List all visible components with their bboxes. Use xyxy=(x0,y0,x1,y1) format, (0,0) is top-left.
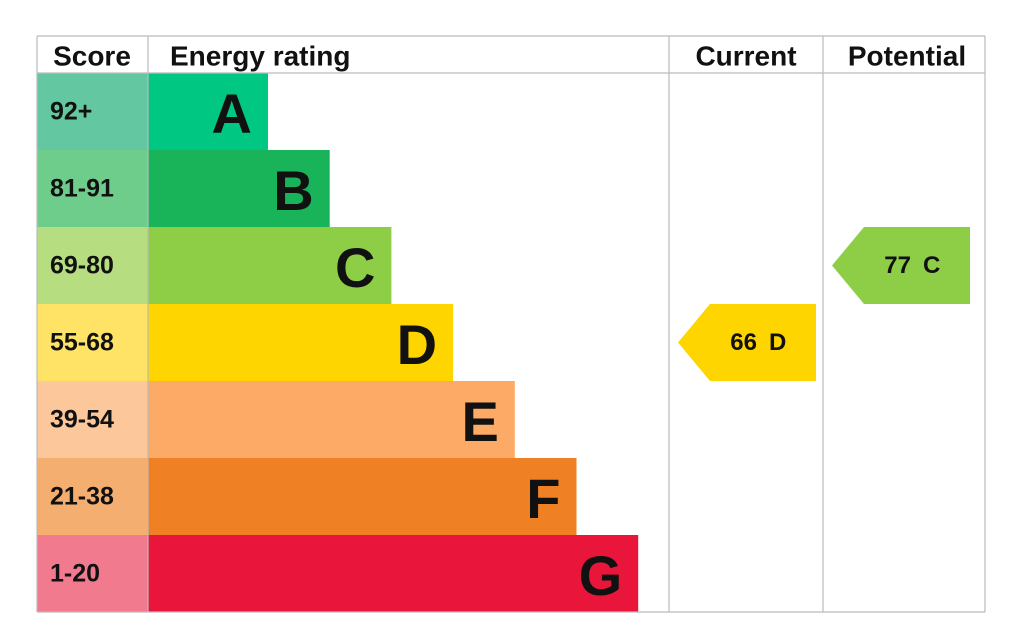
score-cell xyxy=(37,535,148,612)
rating-letter: F xyxy=(526,467,560,530)
score-cell xyxy=(37,458,148,535)
header-energy-rating: Energy rating xyxy=(170,41,350,72)
rating-letter: C xyxy=(335,236,375,299)
rating-letter: E xyxy=(461,390,498,453)
current-score: 66 xyxy=(730,329,757,356)
score-label: 81-91 xyxy=(50,175,114,203)
score-cell xyxy=(37,381,148,458)
potential-arrow xyxy=(832,227,970,304)
score-label: 21-38 xyxy=(50,483,114,511)
potential-score: 77 xyxy=(884,252,911,279)
rating-bar xyxy=(148,227,392,304)
score-label: 69-80 xyxy=(50,252,114,280)
rating-bar xyxy=(148,535,639,612)
score-cell xyxy=(37,304,148,381)
potential-rating: C xyxy=(923,252,940,279)
rating-letter: A xyxy=(212,82,252,145)
header-score: Score xyxy=(53,41,131,72)
score-cell xyxy=(37,73,148,150)
rating-bar xyxy=(148,150,330,227)
header-current: Current xyxy=(695,41,796,72)
header-potential: Potential xyxy=(848,41,966,72)
rating-letter: G xyxy=(579,544,623,607)
rating-bar xyxy=(148,458,577,535)
rating-letter: D xyxy=(397,313,437,376)
rating-letter: B xyxy=(273,159,313,222)
current-rating: D xyxy=(769,329,786,356)
score-label: 39-54 xyxy=(50,406,114,434)
score-cell xyxy=(37,150,148,227)
score-label: 92+ xyxy=(50,98,92,126)
score-label: 1-20 xyxy=(50,560,100,588)
rating-bar xyxy=(148,381,515,458)
rating-bar xyxy=(148,304,454,381)
score-label: 55-68 xyxy=(50,329,114,357)
score-cell xyxy=(37,227,148,304)
current-arrow xyxy=(678,304,816,381)
rating-bar xyxy=(148,73,268,150)
